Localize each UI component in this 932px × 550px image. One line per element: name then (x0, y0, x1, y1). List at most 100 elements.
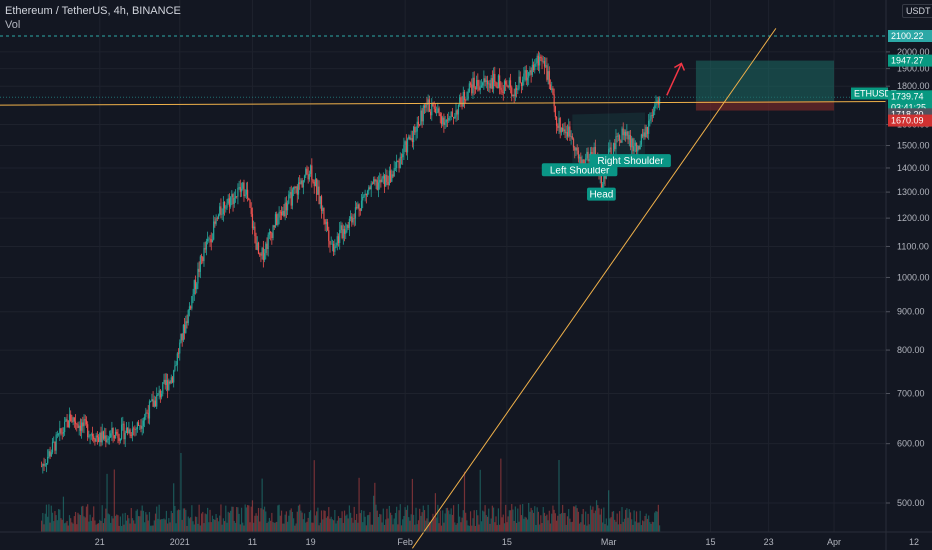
candle-body (463, 92, 466, 101)
volume-bar (140, 510, 142, 532)
candle-body (485, 80, 487, 82)
price-tag-target: 2100.22 (891, 31, 924, 41)
candle-body (354, 207, 357, 219)
volume-bar (479, 469, 481, 532)
volume-bar (649, 522, 651, 532)
candle-body (101, 431, 103, 443)
candle-body (223, 201, 226, 209)
volume-bar (529, 511, 531, 532)
candle-body (342, 229, 344, 239)
volume-indicator-label[interactable]: Vol (5, 19, 21, 31)
candle-body (642, 134, 644, 137)
volume-bar (326, 516, 329, 532)
candle-body (173, 370, 175, 383)
volume-bar (582, 508, 584, 532)
volume-bar (144, 522, 146, 532)
currency-badge[interactable]: USDT (902, 4, 932, 18)
price-axis[interactable]: 2000.001900.001800.001600.001500.001400.… (885, 0, 932, 550)
volume-bar (62, 496, 65, 532)
candle-body (623, 131, 626, 136)
candle-body (575, 147, 577, 151)
candle-body (248, 198, 250, 201)
candle-body (528, 72, 530, 78)
candle-body (427, 99, 429, 105)
candle-body (448, 118, 450, 121)
volume-bar (284, 514, 286, 532)
volume-bar (563, 513, 565, 532)
candle-body (249, 200, 251, 208)
volume-bar (301, 512, 303, 532)
candle-body (123, 423, 125, 440)
volume-bar (514, 506, 516, 532)
candle-body (312, 179, 314, 182)
candle-body (519, 76, 521, 83)
time-tick-label: 21 (95, 537, 105, 547)
candle-body (65, 419, 67, 422)
candle-body (524, 70, 526, 74)
candle-body (380, 179, 382, 183)
volume-bar (48, 504, 50, 532)
candle-body (268, 232, 271, 235)
volume-bar (518, 521, 520, 532)
candle-body (571, 135, 573, 139)
candle-body (60, 428, 62, 433)
position-profit-zone (695, 60, 835, 102)
candle-body (134, 429, 136, 430)
volume-bar (380, 514, 382, 532)
candle-body (612, 143, 615, 156)
candle-body (169, 381, 171, 384)
candle-body (207, 239, 209, 242)
volume-bar (101, 505, 103, 532)
volume-bar (534, 506, 536, 532)
volume-bar (594, 510, 596, 532)
volume-bar (217, 521, 220, 532)
volume-bar (356, 513, 358, 532)
candle-body (632, 138, 634, 152)
symbol-title[interactable]: Ethereum / TetherUS, 4h, BINANCE (5, 5, 181, 17)
price-tag-target-bg (888, 30, 932, 42)
candle-body (267, 234, 269, 250)
candle-body (648, 120, 650, 134)
volume-bar (255, 513, 257, 532)
candle-body (486, 80, 489, 85)
volume-bar (147, 520, 149, 532)
volume-bar (419, 508, 421, 532)
volume-bar (116, 514, 118, 532)
volume-bar (592, 506, 594, 532)
candle-body (649, 119, 651, 121)
volume-bar (262, 509, 264, 532)
volume-bar (267, 521, 269, 532)
volume-bar (288, 515, 290, 532)
volume-bar (152, 525, 154, 532)
candle-body (328, 230, 330, 242)
candle-body (117, 433, 119, 438)
volume-bar (102, 523, 105, 532)
candle-body (540, 56, 542, 58)
candle-body (105, 435, 107, 443)
candle-body (423, 105, 426, 108)
volume-bar (392, 524, 394, 532)
price-tick-label: 900.00 (897, 307, 925, 317)
volume-bar (290, 508, 292, 532)
candle-body (654, 105, 656, 112)
volume-bar (438, 523, 440, 532)
candle-body (574, 147, 576, 151)
volume-bar (439, 510, 441, 532)
volume-bar (400, 525, 403, 532)
candle-body (329, 241, 331, 245)
volume-bar (522, 504, 524, 532)
candle-body (400, 156, 403, 158)
candle-body (438, 108, 440, 114)
candle-body (263, 253, 266, 260)
candle-body (402, 154, 404, 158)
volume-bar (415, 507, 417, 532)
volume-bar (53, 521, 55, 532)
volume-bar (84, 517, 86, 532)
candle-body (100, 432, 102, 443)
candle-body (429, 111, 432, 116)
volume-bar (402, 519, 404, 532)
candle-body (174, 365, 176, 371)
candle-body (150, 401, 152, 402)
time-axis[interactable]: 2120211119Feb15Mar1523Apr1220 (0, 531, 932, 547)
